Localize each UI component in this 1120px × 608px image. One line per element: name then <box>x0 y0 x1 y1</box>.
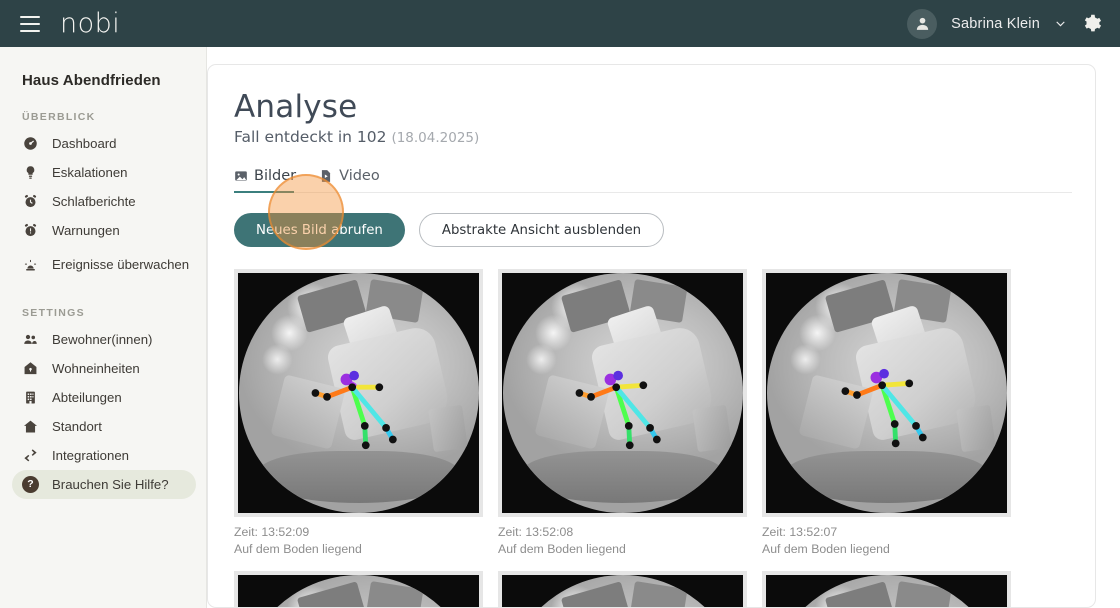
card-content: Analyse Fall entdeckt in 102 (18.04.2025… <box>208 65 1095 607</box>
sidebar-house-title: Haus Abendfrieden <box>22 72 161 89</box>
image-caption: Zeit: 13:52:09 Auf dem Boden liegend <box>234 525 483 556</box>
pose-skeleton-overlay <box>575 370 661 450</box>
image-caption: Zeit: 13:52:08 Auf dem Boden liegend <box>498 525 747 556</box>
sidebar-item-label: Eskalationen <box>52 164 128 180</box>
lightbulb-icon <box>22 164 39 181</box>
analysis-card: Analyse Fall entdeckt in 102 (18.04.2025… <box>207 64 1096 608</box>
pose-skeleton-overlay <box>311 370 397 450</box>
sidebar-item-standort[interactable]: Standort <box>12 412 196 441</box>
sidebar-item-label: Bewohner(innen) <box>52 331 153 347</box>
pose-skeleton-overlay <box>841 368 927 448</box>
sidebar-item-label: Integrationen <box>52 447 129 463</box>
fisheye-view <box>238 575 479 607</box>
alarm-clock-icon <box>22 193 39 210</box>
brand-logo[interactable]: nobi <box>60 8 121 39</box>
caption-time: Zeit: 13:52:08 <box>498 525 574 539</box>
image-cell: Zeit: 13:52:09 Auf dem Boden liegend <box>234 269 483 556</box>
alarm-bell-icon <box>22 222 39 239</box>
camera-thumbnail[interactable] <box>498 571 747 607</box>
top-bar: nobi Sabrina Klein <box>0 0 1120 47</box>
caption-state: Auf dem Boden liegend <box>762 542 890 556</box>
avatar[interactable] <box>907 8 938 39</box>
active-tab-underline <box>234 190 294 193</box>
sidebar-item-label: Abteilungen <box>52 389 122 405</box>
sidebar-item-bewohner[interactable]: Bewohner(innen) <box>12 325 196 354</box>
sidebar-item-brauchen-sie-hilfe[interactable]: ? Brauchen Sie Hilfe? <box>12 470 196 499</box>
home-lock-icon <box>22 360 39 377</box>
sidebar-item-schlafberichte[interactable]: Schlafberichte <box>12 187 196 216</box>
tab-label: Bilder <box>254 168 297 184</box>
image-cell <box>234 571 483 607</box>
user-icon <box>916 17 928 30</box>
dashboard-icon <box>22 135 39 152</box>
image-grid: Zeit: 13:52:09 Auf dem Boden liegend <box>234 269 1069 607</box>
sidebar: Haus Abendfrieden ÜBERBLICK Dashboard Es… <box>0 47 207 608</box>
camera-thumbnail[interactable] <box>498 269 747 517</box>
tab-video[interactable]: Video <box>319 168 380 193</box>
fisheye-view <box>502 575 743 607</box>
sidebar-item-label: Wohneinheiten <box>52 360 140 376</box>
tab-bar: Bilder Video <box>234 168 1069 193</box>
siren-icon <box>22 257 39 274</box>
building-icon <box>22 389 39 406</box>
fisheye-view <box>766 575 1007 607</box>
camera-thumbnail[interactable] <box>762 269 1011 517</box>
hamburger-menu-icon[interactable] <box>20 15 40 32</box>
sidebar-item-label: Warnungen <box>52 222 120 238</box>
toggle-abstract-view-button[interactable]: Abstrakte Ansicht ausblenden <box>418 213 665 247</box>
caption-state: Auf dem Boden liegend <box>234 542 362 556</box>
sidebar-item-label: Ereignisse überwachen <box>52 257 190 273</box>
question-mark-icon: ? <box>22 476 39 493</box>
tab-bilder[interactable]: Bilder <box>234 168 296 193</box>
sidebar-item-label: Standort <box>52 418 102 434</box>
camera-thumbnail[interactable] <box>234 571 483 607</box>
image-caption: Zeit: 13:52:07 Auf dem Boden liegend <box>762 525 1011 556</box>
users-icon <box>22 331 39 348</box>
sidebar-item-dashboard[interactable]: Dashboard <box>12 129 196 158</box>
image-icon <box>235 171 247 181</box>
tab-divider <box>234 192 1072 193</box>
chevron-down-icon[interactable] <box>1054 17 1067 30</box>
sidebar-item-ereignisse-ueberwachen[interactable]: Ereignisse überwachen <box>12 245 196 285</box>
caption-time: Zeit: 13:52:09 <box>234 525 310 539</box>
user-name[interactable]: Sabrina Klein <box>951 15 1040 32</box>
caption-time: Zeit: 13:52:07 <box>762 525 838 539</box>
sidebar-section-settings-label: SETTINGS <box>22 307 85 319</box>
image-cell: Zeit: 13:52:08 Auf dem Boden liegend <box>498 269 747 556</box>
subtitle-date: (18.04.2025) <box>391 130 480 146</box>
camera-thumbnail[interactable] <box>234 269 483 517</box>
sidebar-item-warnungen[interactable]: Warnungen <box>12 216 196 245</box>
sidebar-item-label: Schlafberichte <box>52 193 136 209</box>
gear-icon[interactable] <box>1081 13 1102 34</box>
image-cell: Zeit: 13:52:07 Auf dem Boden liegend <box>762 269 1011 556</box>
image-cell <box>498 571 747 607</box>
image-cell <box>762 571 1011 607</box>
page-title: Analyse <box>234 89 358 125</box>
subtitle-text: Fall entdeckt in 102 <box>234 128 387 146</box>
sidebar-item-abteilungen[interactable]: Abteilungen <box>12 383 196 412</box>
tab-label: Video <box>339 168 380 184</box>
sidebar-item-label: Dashboard <box>52 135 117 151</box>
top-bar-right: Sabrina Klein <box>907 8 1102 39</box>
page-subtitle: Fall entdeckt in 102 (18.04.2025) <box>234 128 1069 146</box>
caption-state: Auf dem Boden liegend <box>498 542 626 556</box>
sidebar-item-integrationen[interactable]: Integrationen <box>12 441 196 470</box>
sidebar-item-eskalationen[interactable]: Eskalationen <box>12 158 196 187</box>
video-file-icon <box>322 170 331 182</box>
house-icon <box>22 418 39 435</box>
action-button-row: Neues Bild abrufen Abstrakte Ansicht aus… <box>234 213 1069 247</box>
camera-thumbnail[interactable] <box>762 571 1011 607</box>
sidebar-item-wohneinheiten[interactable]: Wohneinheiten <box>12 354 196 383</box>
transfer-arrows-icon <box>22 447 39 464</box>
sidebar-section-overview-label: ÜBERBLICK <box>22 111 96 123</box>
refresh-image-button[interactable]: Neues Bild abrufen <box>234 213 405 247</box>
sidebar-item-label: Brauchen Sie Hilfe? <box>52 476 169 492</box>
